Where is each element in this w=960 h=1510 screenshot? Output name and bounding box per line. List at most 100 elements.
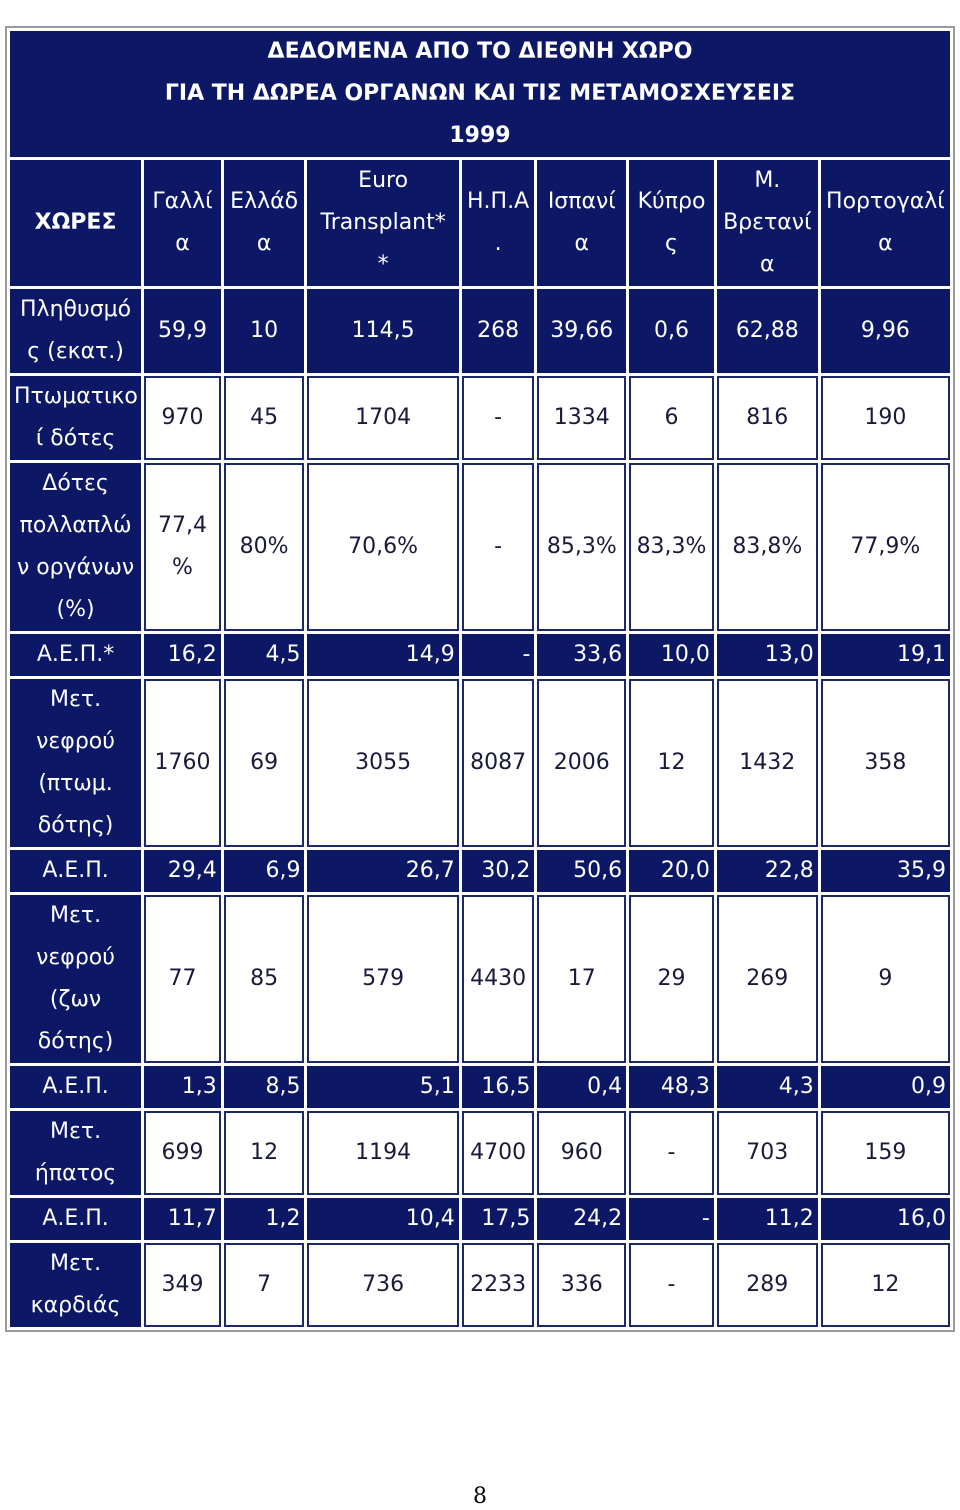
row-label-line: Μετ. xyxy=(50,1119,102,1144)
row-label-line: ς (εκατ.) xyxy=(27,339,124,364)
country-header: Κύπρο ς xyxy=(629,160,714,286)
table-cell: 16,0 xyxy=(820,1198,950,1240)
country-header-line: Transplant* xyxy=(320,210,446,235)
table-cell: 48,3 xyxy=(629,1066,714,1108)
country-header-line: ς xyxy=(665,231,678,256)
row-label-line: δότης) xyxy=(37,813,114,838)
table-cell: 35,9 xyxy=(820,850,950,892)
country-header-line: Euro xyxy=(358,168,409,193)
table-cell: 0,4 xyxy=(537,1066,627,1108)
table-row: Α.Ε.Π. 29,4 6,9 26,7 30,2 50,6 20,0 22,8 35,9 xyxy=(10,850,950,892)
table-cell: - xyxy=(629,1243,714,1327)
header-row: ΧΩΡΕΣ Γαλλί α Ελλάδ α Euro Transplant* * Η.Π.Α. Ι… xyxy=(10,160,950,286)
table-cell: 11,7 xyxy=(144,1198,221,1240)
table-cell: 1,3 xyxy=(144,1066,221,1108)
table-cell: 10,4 xyxy=(307,1198,459,1240)
table-cell: 85,3% xyxy=(537,463,627,631)
country-header: Ελλάδ α xyxy=(223,160,305,286)
table-cell: 1334 xyxy=(537,376,627,460)
table-cell: 12 xyxy=(629,679,714,847)
header-label: ΧΩΡΕΣ xyxy=(10,160,142,286)
table-cell: 4,5 xyxy=(223,634,305,676)
row-label-line: νεφρού xyxy=(36,945,115,970)
country-header-line: α xyxy=(175,231,190,256)
table-cell: 16,2 xyxy=(144,634,221,676)
row-label-line: ν οργάνων xyxy=(16,555,135,580)
table-cell: 159 xyxy=(820,1111,950,1195)
table-cell: 77,4 % xyxy=(144,463,221,631)
table-cell: 736 xyxy=(307,1243,459,1327)
table-cell: 22,8 xyxy=(716,850,818,892)
table-cell: 16,5 xyxy=(461,1066,535,1108)
table-row: Δότες πολλαπλώ ν οργάνων (%) 77,4 % 80% 70,6% -… xyxy=(10,463,950,631)
table-cell: 19,1 xyxy=(820,634,950,676)
table-cell: 39,66 xyxy=(537,289,627,373)
table-cell: 336 xyxy=(537,1243,627,1327)
country-header-line: α xyxy=(256,231,272,256)
table-cell: 190 xyxy=(820,376,950,460)
country-header-line: Ισπανί xyxy=(547,189,616,214)
table-cell: 12 xyxy=(223,1111,305,1195)
table-cell: 17 xyxy=(537,895,627,1063)
row-label: Πτωματικο ί δότες xyxy=(10,376,142,460)
table-cell: 579 xyxy=(307,895,459,1063)
table-row: Μετ. ήπατος 699 12 1194 4700 960-703 159 xyxy=(10,1111,950,1195)
row-label-line: Δότες xyxy=(42,471,109,496)
table-cell: 4700 xyxy=(461,1111,535,1195)
table-cell: - xyxy=(629,1111,714,1195)
table-cell: 10 xyxy=(223,289,305,373)
row-label: Δότες πολλαπλώ ν οργάνων (%) xyxy=(10,463,142,631)
country-header-line: Γαλλί xyxy=(152,189,213,214)
country-header-line: Μ. xyxy=(754,168,781,193)
country-header: Μ. Βρετανί α xyxy=(716,160,818,286)
country-header: Γαλλί α xyxy=(144,160,221,286)
country-header-line: Κύπρο xyxy=(637,189,706,214)
row-label-line: Μετ. xyxy=(50,687,102,712)
row-label-line: Α.Ε.Π. xyxy=(42,1206,109,1231)
table-cell: 33,6 xyxy=(537,634,627,676)
row-label-line: νεφρού xyxy=(36,729,115,754)
table-cell: 24,2 xyxy=(537,1198,627,1240)
table-cell: 5,1 xyxy=(307,1066,459,1108)
table-row: Πτωματικο ί δότες 970 45 1704-1334 6 816 190 xyxy=(10,376,950,460)
table-row: Α.Ε.Π. 1,3 8,5 5,1 16,5 0,4 48,3 4,3 0,9 xyxy=(10,1066,950,1108)
row-label: Μετ. ήπατος xyxy=(10,1111,142,1195)
table-cell: 83,8% xyxy=(716,463,818,631)
country-header: Ισπανί α xyxy=(537,160,627,286)
table-cell: 11,2 xyxy=(716,1198,818,1240)
row-label-line: ήπατος xyxy=(34,1161,117,1186)
table-cell: 6,9 xyxy=(223,850,305,892)
country-header-line: Βρετανί xyxy=(723,210,812,235)
country-header-line: * xyxy=(377,252,389,277)
country-header-line: Η.Π.Α xyxy=(467,189,530,214)
table-cell: 77,9% xyxy=(820,463,950,631)
table-cell: 45 xyxy=(223,376,305,460)
row-label-line: Πτωματικο xyxy=(14,384,138,409)
row-label: Α.Ε.Π. xyxy=(10,850,142,892)
table-cell: 83,3% xyxy=(629,463,714,631)
table-cell: 77 xyxy=(144,895,221,1063)
row-label: Α.Ε.Π. xyxy=(10,1066,142,1108)
row-label-line: Α.Ε.Π. xyxy=(42,1074,109,1099)
table-cell: 9,96 xyxy=(820,289,950,373)
table-cell: 6 xyxy=(629,376,714,460)
table-cell: 268 xyxy=(461,289,535,373)
table-cell: 59,9 xyxy=(144,289,221,373)
row-label-line: καρδιάς xyxy=(30,1293,121,1318)
table-cell: 699 xyxy=(144,1111,221,1195)
table-cell: 13,0 xyxy=(716,634,818,676)
table-cell: 269 xyxy=(716,895,818,1063)
table-cell: 69 xyxy=(223,679,305,847)
table-cell: 12 xyxy=(820,1243,950,1327)
row-label-line: (πτωμ. xyxy=(38,771,113,796)
table-cell: 1194 xyxy=(307,1111,459,1195)
table-cell: 8,5 xyxy=(223,1066,305,1108)
table-cell: 358 xyxy=(820,679,950,847)
row-label: Μετ. νεφρού (πτωμ. δότης) xyxy=(10,679,142,847)
table-cell: 0,9 xyxy=(820,1066,950,1108)
table-cell: 29,4 xyxy=(144,850,221,892)
table-cell: - xyxy=(461,376,535,460)
transplant-data-table-wrapper: ΔΕΔΟΜΕΝΑ ΑΠΟ ΤΟ ΔΙΕΘΝΗ ΧΩΡΟ ΓΙΑ ΤΗ ΔΩΡΕΑ… xyxy=(5,26,955,1332)
table-cell: 62,88 xyxy=(716,289,818,373)
row-label-line: Μετ. xyxy=(50,903,102,928)
